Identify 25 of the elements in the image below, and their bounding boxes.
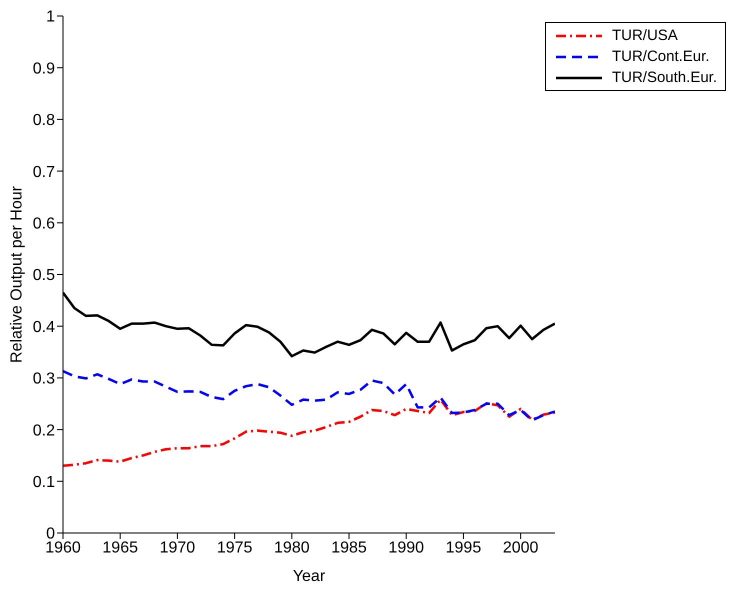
y-tick-label: 0.6	[32, 215, 56, 232]
y-tick-label: 0.9	[32, 60, 56, 78]
legend-label: TUR/Cont.Eur.	[612, 47, 710, 67]
y-tick-label: 0.7	[32, 164, 56, 181]
y-tick-label: 0.3	[32, 370, 56, 388]
legend-label: TUR/USA	[612, 26, 678, 46]
x-axis-title: Year	[292, 568, 326, 585]
x-tick-label: 2000	[502, 539, 539, 556]
y-tick-label: 0.5	[32, 267, 56, 284]
x-tick-label: 1970	[160, 539, 196, 556]
x-tick-label: 1995	[446, 539, 482, 556]
y-tick-label: 0.4	[32, 318, 56, 336]
y-tick-label: 1	[46, 8, 56, 26]
x-tick-label: 1975	[216, 539, 253, 556]
x-tick-label: 1990	[388, 539, 424, 556]
line-series	[63, 370, 555, 422]
y-tick-label: 0.1	[32, 474, 56, 491]
y-tick-label: 0.8	[32, 112, 56, 130]
line-series	[63, 398, 555, 468]
x-tick-label: 1980	[274, 539, 310, 556]
x-tick-label: 1985	[331, 539, 367, 556]
x-tick-label: 1965	[102, 539, 138, 556]
legend-label: TUR/South.Eur.	[612, 68, 717, 88]
y-axis-title: Relative Output per Hour	[8, 185, 26, 363]
y-tick-label: 0.2	[32, 422, 56, 440]
